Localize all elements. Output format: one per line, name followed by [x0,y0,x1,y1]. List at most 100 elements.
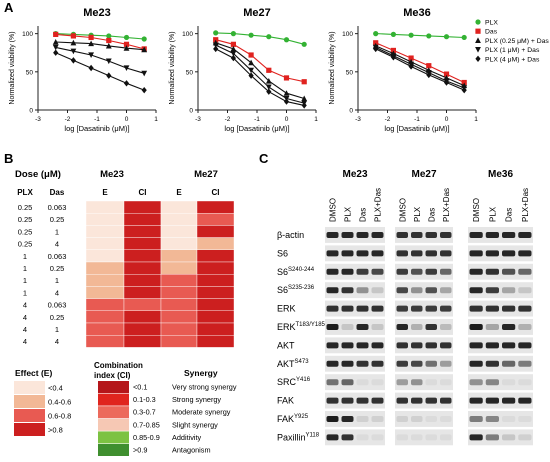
group-header-2: Me27 [194,169,218,180]
blot-band [425,434,437,441]
blot-band [518,324,532,330]
x-tick-label: 1 [474,116,478,123]
heatmap-cell [196,225,235,238]
heatmap-cell [123,322,162,336]
data-point [461,34,467,41]
blot-band [469,232,483,238]
das-dose: 0.063 [48,301,67,310]
heatmap-cell [196,212,235,226]
blot-group-title: Me36 [488,169,513,180]
blot-band [469,360,483,367]
ci-label: 0.1-0.3 [133,395,156,404]
data-point [283,75,290,81]
das-dose: 0.25 [50,264,65,273]
heatmap-cell [160,310,198,324]
series-line [215,48,305,106]
data-point [248,59,254,66]
blot-row: ERKT183/Y185 [277,319,533,335]
panel-label-c: C [259,151,269,166]
panel-b-legend: Effect (E) <0.4 0.4-0.6 0.6-0.8 >0.8 Combinat… [14,361,237,456]
blot-band [469,397,483,404]
heatmap-cell [196,237,235,251]
blot-band [411,305,423,312]
blot-strip [325,300,385,317]
blot-band [469,324,483,330]
data-point [408,32,414,38]
series-plx-1-m-das [212,42,308,107]
blot-band [411,416,423,422]
blot-row-label: β-actin [277,230,304,240]
x-tick-label: -2 [385,116,391,123]
heatmap-cell [160,225,198,238]
heatmap-cell [85,212,125,226]
legend-label: Das [485,29,498,36]
ci-legend-entry: 0.7-0.85 Slight synergy [98,418,218,431]
blot-row-label: AKTS473 [277,359,309,369]
heatmap-cell [123,286,162,299]
heatmap-cell [85,274,125,287]
legend-entry: PLX (4 μM) + Das [475,55,540,63]
x-tick-label: -1 [414,116,420,123]
legend-label: PLX (1 μM) + Das [485,47,540,54]
synergy-label: Slight synergy [172,420,218,429]
series-plx-4-m-das [53,49,147,94]
x-tick-label: -3 [195,116,201,123]
blot-band [356,268,369,275]
blot-band [469,416,483,422]
blot-band [425,324,437,330]
blot-strip [325,227,385,243]
legend-label: PLX [485,20,498,27]
x-tick-label: 0 [445,116,449,123]
blot-band [326,287,339,294]
data-point [141,86,147,94]
heatmap-cell [196,322,235,336]
blot-band [469,434,483,441]
blot-band [356,379,369,386]
blot-strip [325,282,385,299]
ci-label: 0.7-0.85 [133,420,160,429]
y-tick-label: 50 [346,69,354,76]
blot-band [485,360,499,367]
blot-band [371,434,384,441]
blot-band [371,250,384,257]
data-point [408,63,414,70]
blot-row: S6S240-244 [277,263,533,280]
heatmap-cell [85,310,125,324]
blot-strip [325,392,385,409]
effect-legend-entry: 0.4-0.6 [14,395,71,408]
effect-swatch [14,423,45,436]
heatmap-row: 0.25 0.25 [18,212,235,226]
blot-band [326,250,339,257]
ci-swatch [98,393,129,406]
synergy-label: Additivity [172,433,202,442]
blot-band [440,324,452,330]
ci-legend-entry: 0.1-0.3 Strong synergy [98,393,221,406]
effect-swatch [14,395,45,408]
blot-band [371,360,384,367]
plx-dose: 1 [23,288,27,297]
data-point [390,47,396,54]
heatmap-cell [196,286,235,299]
y-tick-label: 50 [186,69,194,76]
legend-marker [475,28,481,34]
effect-legend-entry: 0.6-0.8 [14,409,71,422]
blot-band [485,434,499,441]
blot-band [396,397,408,404]
blot-strip [325,319,385,335]
heatmap-cell [160,237,198,251]
blot-band [396,287,408,294]
data-point [52,44,59,51]
panel-c-western-blot: Me23 DMSO PLX Das PLX+Das Me27 DMSO PLX Das PLX+D… [277,169,533,446]
lane-label: PLX [344,206,353,222]
heatmap-cell [196,310,235,324]
blot-strip [325,429,385,446]
data-point [70,33,76,39]
blot-band [371,379,384,386]
ci-legend-entry: >0.9 Antagonism [98,444,211,456]
blot-row-label: SRCY416 [277,377,311,387]
blot-strip [325,245,385,262]
data-point [266,88,272,95]
blot-band [485,416,499,422]
blot-row-label: S6S235-236 [277,285,315,295]
y-tick-label: 100 [342,31,353,38]
